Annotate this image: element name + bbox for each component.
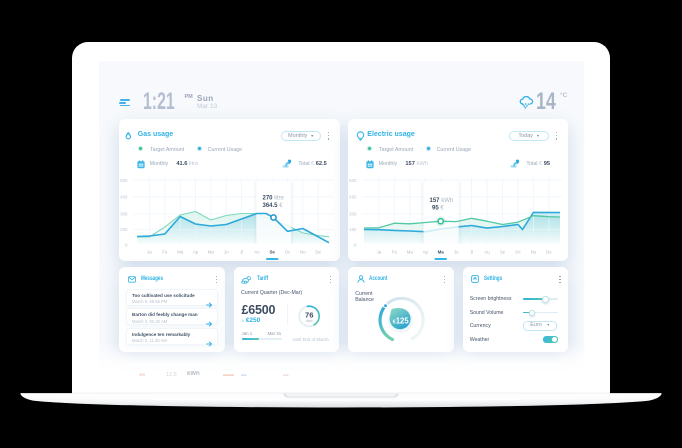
svg-text:0: 0 — [125, 243, 128, 248]
svg-text:No: No — [300, 250, 306, 255]
svg-text:De: De — [546, 250, 552, 255]
svg-text:300: 300 — [349, 212, 357, 217]
svg-text:No: No — [531, 250, 537, 255]
svg-text:450: 450 — [349, 195, 357, 200]
svg-text:Ma: Ma — [177, 250, 184, 255]
svg-text:Jl: Jl — [470, 250, 473, 255]
svg-text:Ap: Ap — [423, 250, 429, 255]
svg-text:Se: Se — [500, 250, 506, 255]
svg-text:Ja: Ja — [147, 250, 152, 255]
svg-text:Fe: Fe — [392, 250, 398, 255]
svg-text:200: 200 — [120, 227, 128, 232]
svg-text:Jl: Jl — [240, 250, 243, 255]
svg-text:0: 0 — [354, 243, 357, 248]
svg-text:600: 600 — [349, 178, 357, 183]
svg-text:95 €: 95 € — [432, 206, 444, 212]
svg-text:Ma: Ma — [407, 250, 414, 255]
svg-text:500: 500 — [120, 178, 128, 183]
svg-text:364.5 €: 364.5 € — [263, 203, 284, 209]
svg-text:Ap: Ap — [193, 250, 199, 255]
svg-text:Au: Au — [484, 250, 490, 255]
svg-text:Se: Se — [270, 250, 276, 255]
svg-text:Oc: Oc — [515, 250, 521, 255]
svg-text:Ma: Ma — [438, 250, 445, 255]
svg-text:Oc: Oc — [285, 250, 291, 255]
svg-text:150: 150 — [349, 227, 357, 232]
svg-text:days: days — [306, 318, 313, 322]
svg-text:Ju: Ju — [454, 250, 459, 255]
svg-text:Ja: Ja — [377, 250, 382, 255]
svg-text:300: 300 — [120, 212, 128, 217]
svg-text:Au: Au — [254, 250, 260, 255]
svg-text:400: 400 — [120, 195, 128, 200]
svg-text:76: 76 — [305, 310, 313, 319]
svg-text:Fe: Fe — [162, 250, 168, 255]
svg-text:Ju: Ju — [224, 250, 229, 255]
svg-text:Ma: Ma — [208, 250, 215, 255]
svg-text:270 litre: 270 litre — [263, 196, 285, 202]
svg-text:€125: €125 — [393, 316, 410, 325]
svg-text:157 kWh: 157 kWh — [430, 198, 454, 204]
svg-text:De: De — [315, 250, 321, 255]
